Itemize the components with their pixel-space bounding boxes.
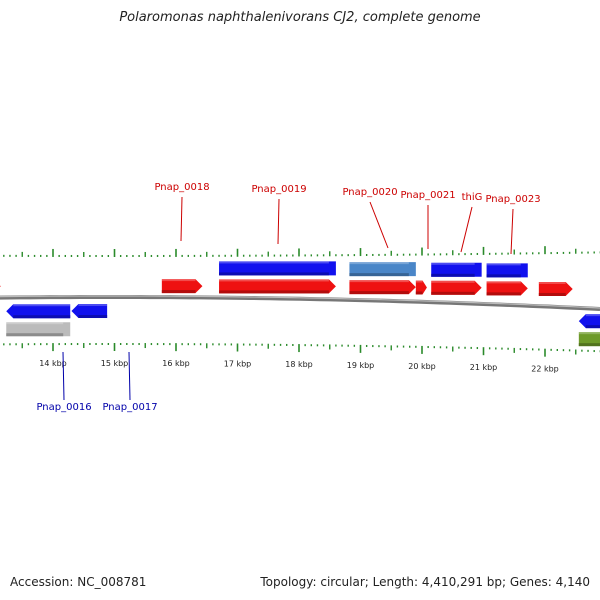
- gene-label-leader: [62, 351, 65, 401]
- reverse-gene-lower[interactable]: [578, 332, 600, 347]
- backbone-line: [0, 295, 600, 311]
- forward-gene-upper[interactable]: [431, 262, 482, 277]
- reverse-gene[interactable]: [71, 304, 108, 319]
- gene-label[interactable]: Pnap_0016: [36, 402, 91, 413]
- gene-label-leader: [277, 198, 280, 245]
- gene-label-layer: Pnap_0018 Pnap_0019 Pnap_0020 Pnap_0021 thiG…: [36, 182, 540, 413]
- axis-tick-label: 14 kbp: [39, 359, 67, 368]
- genome-backbone: [0, 295, 600, 311]
- axis-tick-label: 22 kbp: [531, 365, 559, 374]
- gene-label-leader: [369, 201, 389, 249]
- gene-label-leader: [180, 196, 183, 242]
- gene-layer: [0, 261, 600, 347]
- gene-label[interactable]: Pnap_0017: [102, 402, 157, 413]
- forward-gene[interactable]: [219, 279, 336, 294]
- page-title: Polaromonas naphthalenivorans CJ2, compl…: [119, 10, 481, 25]
- gene-label[interactable]: thiG: [462, 192, 483, 203]
- forward-gene[interactable]: [349, 280, 416, 295]
- tick-track-bottom: [3, 343, 600, 357]
- forward-gene[interactable]: [538, 281, 573, 296]
- gene-label[interactable]: Pnap_0021: [400, 190, 455, 201]
- forward-gene[interactable]: [486, 281, 528, 296]
- axis-tick-label: 20 kbp: [408, 362, 436, 371]
- reverse-gene-lower[interactable]: [6, 322, 71, 337]
- tick-track-top: [3, 246, 600, 257]
- axis-tick-label: 19 kbp: [347, 361, 375, 370]
- gene-label-leader: [510, 208, 514, 255]
- genome-stats-label: Topology: circular; Length: 4,410,291 bp…: [260, 575, 590, 589]
- backbone-highlight: [0, 295, 600, 309]
- forward-gene[interactable]: [415, 280, 427, 295]
- gene-label[interactable]: Pnap_0018: [154, 182, 209, 193]
- forward-gene-upper[interactable]: [219, 261, 336, 276]
- axis-tick-label: 16 kbp: [162, 359, 190, 368]
- axis-label-layer: 14 kbp 15 kbp 16 kbp 17 kbp 18 kbp 19 kbp 20 k…: [39, 359, 559, 374]
- axis-tick-label: 17 kbp: [224, 359, 252, 368]
- forward-gene[interactable]: [0, 279, 1, 293]
- forward-gene[interactable]: [431, 280, 482, 295]
- axis-tick-label: 18 kbp: [285, 360, 313, 369]
- gene-label[interactable]: Pnap_0023: [485, 194, 540, 205]
- accession-label: Accession: NC_008781: [10, 575, 147, 589]
- reverse-gene[interactable]: [6, 304, 71, 319]
- axis-tick-label: 15 kbp: [101, 359, 129, 368]
- forward-gene-upper[interactable]: [349, 262, 416, 277]
- forward-gene[interactable]: [161, 279, 203, 294]
- axis-tick-label: 21 kbp: [470, 363, 498, 372]
- gene-label-leader: [460, 206, 473, 253]
- forward-gene-upper[interactable]: [486, 263, 528, 278]
- reverse-gene[interactable]: [578, 314, 600, 329]
- gene-label[interactable]: Pnap_0019: [251, 184, 306, 195]
- gene-label[interactable]: Pnap_0020: [342, 187, 397, 198]
- gene-label-leader: [128, 351, 131, 401]
